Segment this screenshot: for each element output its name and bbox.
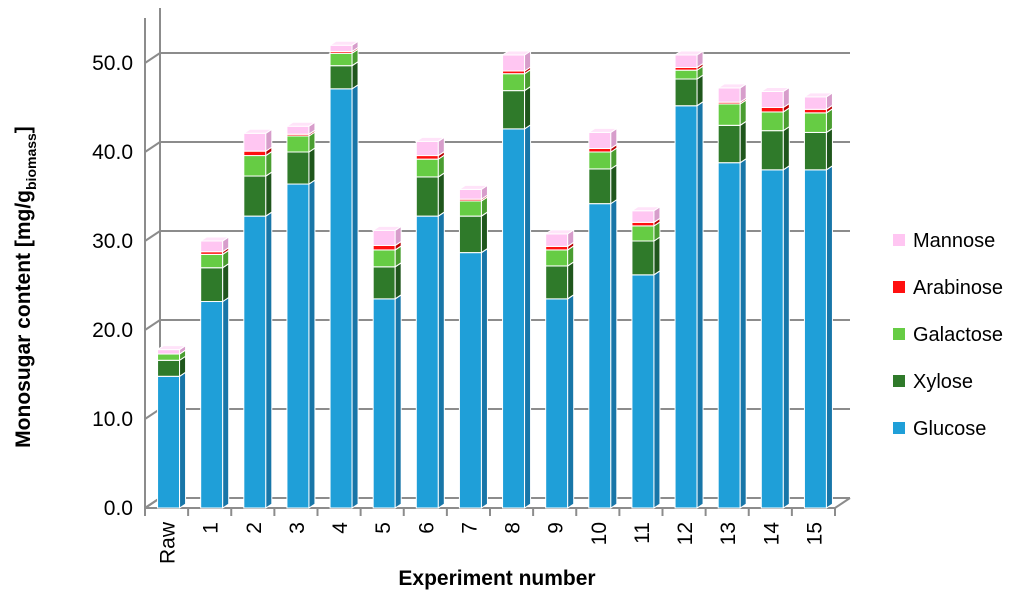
bar-segment-xylose-6 [414, 171, 446, 218]
bar-segment-mannose-13 [716, 82, 748, 104]
bar-segment-glucose-3 [285, 179, 317, 509]
bar-segment-mannose-1 [199, 236, 231, 253]
x-tick-label: Raw [157, 521, 180, 564]
bar-segment-xylose-2 [242, 171, 274, 218]
bar-segment-xylose-7 [457, 211, 490, 254]
y-axis-title-subscript: biomass [23, 133, 39, 190]
x-tick-label: 10 [588, 522, 611, 545]
bar-segment-glucose-13 [716, 157, 748, 509]
y-tick-label: 10.0 [92, 408, 133, 431]
y-tick-labels: 0.0 10.0 20.0 30.0 40.0 50.0 [92, 52, 133, 520]
bar-segment-glucose-8 [500, 123, 533, 509]
bar-segment-glucose-10 [587, 198, 619, 509]
bar-segment-xylose-9 [544, 260, 576, 300]
bar-segment-glucose-7 [457, 247, 490, 509]
bar-segment-xylose-10 [587, 163, 619, 205]
x-tick-label: 6 [415, 522, 438, 534]
x-tick-label: 1 [200, 522, 223, 534]
bar-segment-glucose-15 [802, 164, 835, 509]
y-tick-label: 50.0 [92, 52, 133, 75]
legend-swatch [893, 328, 905, 340]
bar-segment-xylose-15 [802, 127, 835, 171]
legend: Mannose Arabinose Galactose Xylose Glucose [893, 230, 1003, 440]
y-axis-title: Monosugar content [mg/gbiomass] [12, 126, 39, 448]
legend-label: Galactose [913, 324, 1003, 346]
bar-segment-glucose-9 [544, 293, 576, 509]
bar-segment-mannose-11 [630, 205, 662, 224]
bar-segment-mannose-3 [285, 121, 317, 136]
y-tick-label: 20.0 [92, 319, 133, 342]
bar-segment-mannose-8 [500, 50, 533, 72]
bar-segment-mannose-2 [242, 128, 274, 153]
legend-swatch [893, 234, 905, 246]
legend-item-xylose: Xylose [893, 371, 973, 393]
y-tick-label: 40.0 [92, 141, 133, 164]
bar-segment-xylose-5 [371, 261, 403, 300]
x-tick-label: 3 [286, 522, 309, 534]
y-axis-title-main: Monosugar content [mg/g [12, 190, 35, 448]
y-tick-label: 30.0 [92, 230, 133, 253]
bar-segment-xylose-13 [716, 120, 748, 164]
bar-segment-xylose-11 [630, 236, 662, 276]
gridline [144, 52, 850, 64]
x-tick-label: 15 [803, 522, 826, 545]
bar-segment-mannose-raw [155, 344, 188, 355]
y-axis-title-close: ] [12, 126, 35, 133]
y-tick-label: 0.0 [104, 497, 133, 520]
x-tick-label: 9 [545, 522, 568, 534]
x-tick-label: 2 [243, 522, 266, 534]
x-tick-labels: Raw 1 2 3 4 5 6 7 8 9 10 11 12 13 14 15 [157, 521, 827, 564]
bar-segment-mannose-5 [371, 225, 403, 247]
legend-swatch [893, 422, 905, 434]
legend-item-mannose: Mannose [893, 230, 995, 252]
bar-segment-glucose-11 [630, 269, 662, 509]
bar-segment-mannose-15 [802, 91, 835, 111]
bar-segment-glucose-1 [199, 296, 231, 509]
x-tick-label: 14 [760, 522, 783, 546]
legend-label: Xylose [913, 371, 973, 393]
bar-segment-glucose-2 [242, 211, 274, 509]
legend-swatch [893, 281, 905, 293]
bar-segment-mannose-6 [414, 136, 446, 157]
bar-segment-mannose-9 [544, 228, 576, 248]
bar-segment-glucose-4 [328, 83, 360, 509]
legend-item-galactose: Galactose [893, 324, 1003, 346]
x-axis-title: Experiment number [398, 567, 595, 590]
bar-segment-mannose-10 [587, 127, 619, 150]
x-tick-label: 7 [458, 522, 481, 534]
bar-segment-glucose-5 [371, 293, 403, 509]
legend-item-glucose: Glucose [893, 418, 986, 440]
bar-segment-xylose-14 [759, 125, 791, 171]
bar-segment-mannose-7 [457, 184, 490, 201]
legend-label: Glucose [913, 418, 986, 440]
legend-label: Mannose [913, 230, 995, 252]
bar-segment-glucose-6 [414, 211, 446, 509]
bar-segment-xylose-8 [500, 85, 533, 130]
legend-swatch [893, 375, 905, 387]
bar-segment-glucose-raw [155, 371, 188, 509]
bar-segment-xylose-1 [199, 262, 231, 303]
bar-segment-glucose-14 [759, 164, 791, 509]
bar-segment-mannose-4 [328, 40, 360, 53]
bar-segment-xylose-3 [285, 147, 317, 185]
bar-segment-mannose-14 [759, 86, 791, 109]
x-tick-label: 4 [329, 522, 352, 534]
bars [155, 40, 835, 509]
x-tick-label: 11 [631, 522, 654, 544]
bar-segment-glucose-12 [673, 100, 705, 509]
legend-item-arabinose: Arabinose [893, 277, 1003, 299]
bar-segment-xylose-12 [673, 74, 705, 107]
x-tick-label: 12 [674, 522, 697, 545]
legend-label: Arabinose [913, 277, 1003, 299]
x-tick-label: 8 [502, 522, 525, 534]
x-tick-label: 5 [372, 522, 395, 534]
bar-segment-mannose-12 [673, 50, 705, 69]
x-tick-label: 13 [717, 522, 740, 545]
